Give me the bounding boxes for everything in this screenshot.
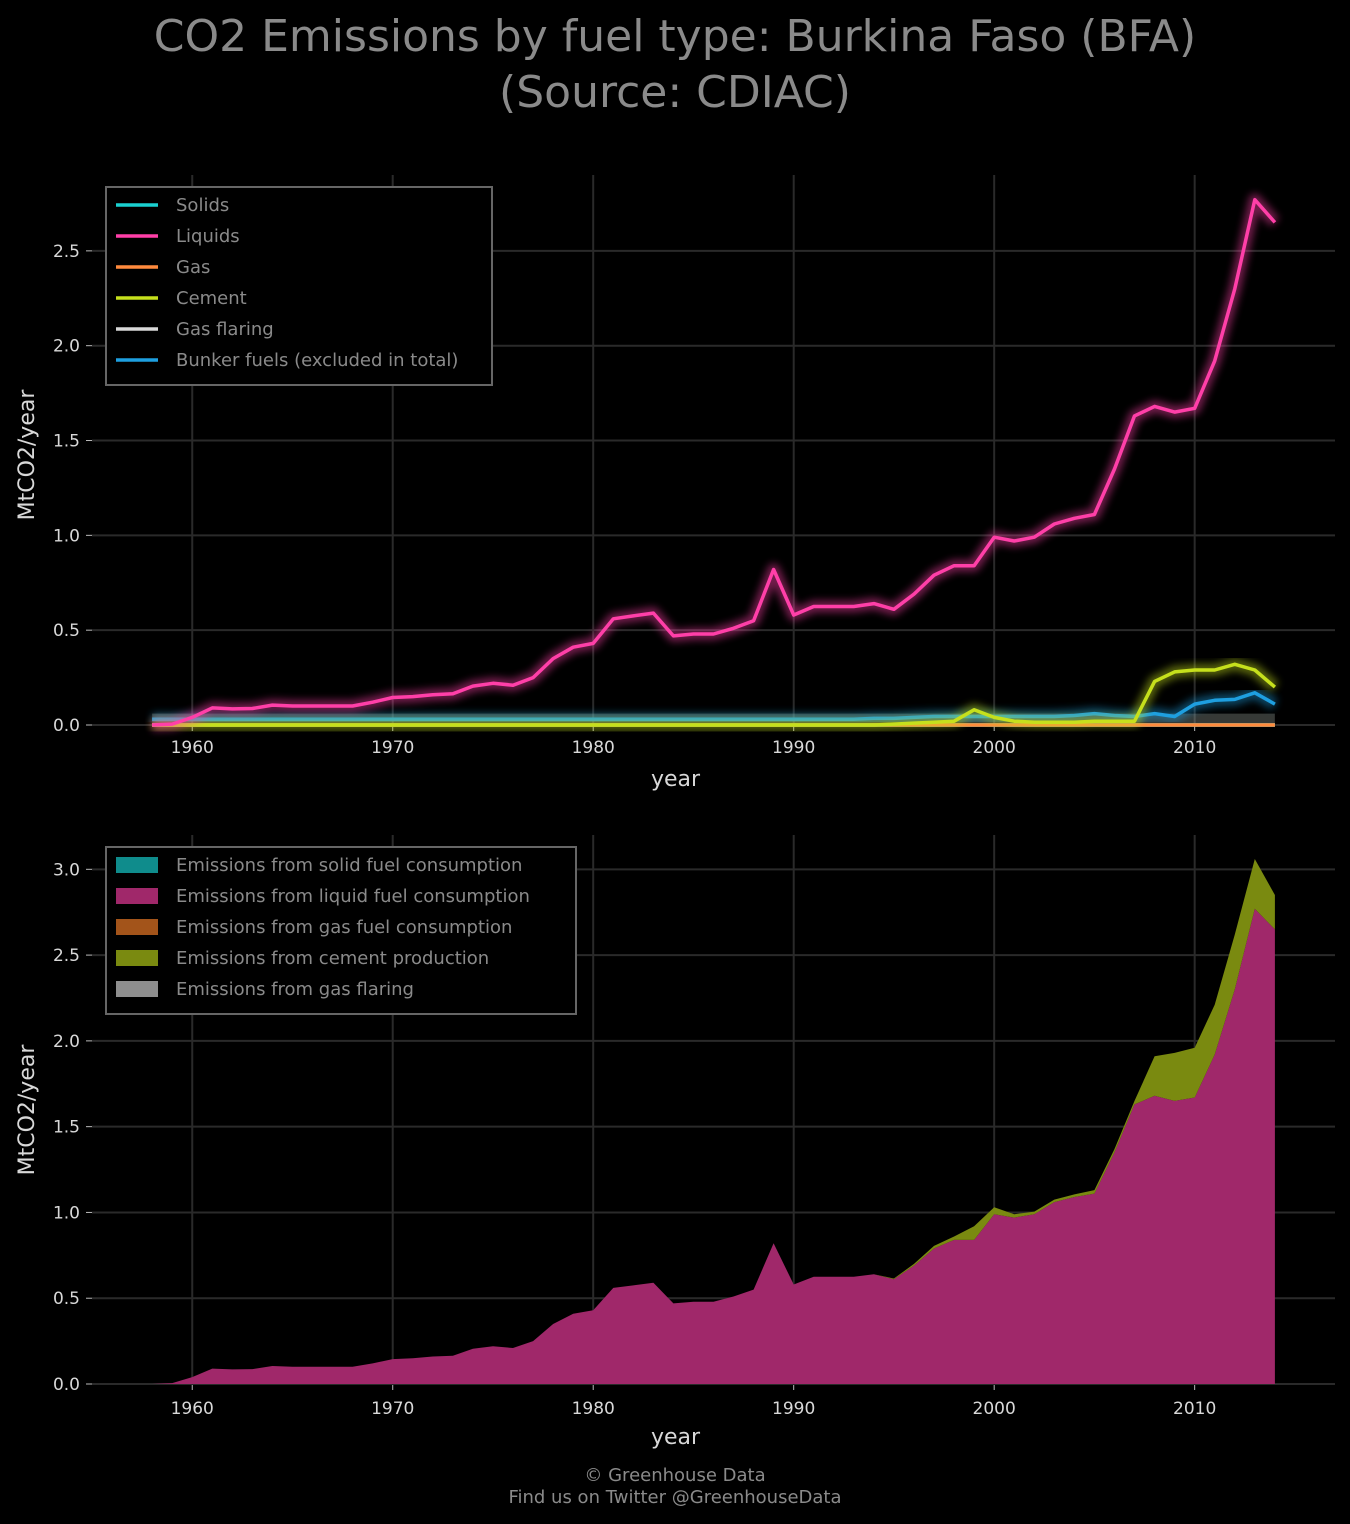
x-tick-label: 1970 [371,738,414,758]
y-tick-label: 1.5 [53,432,80,452]
legend-swatch [116,888,158,904]
footer-twitter: Find us on Twitter @GreenhouseData [508,1487,842,1508]
chart-title: CO2 Emissions by fuel type: Burkina Faso… [153,11,1197,62]
x-tick-label: 1970 [371,1399,414,1419]
x-tick-label: 1990 [772,738,815,758]
x-axis-label: year [651,767,701,792]
y-axis-label: MtCO2/year [15,1044,40,1176]
footer-credit: © Greenhouse Data [584,1465,766,1486]
chart-panel-1: 1960 1970 1980 1990 2000 2010 0.0 0.5 1.0 1.5 2.0 2… [15,175,1335,792]
y-axis-label: MtCO2/year [15,389,40,521]
x-tick-label: 1980 [572,738,615,758]
legend-entry: Emissions from gas flaring [176,979,414,1000]
x-tick-label: 2010 [1173,1399,1216,1419]
legend-entry: Emissions from liquid fuel consumption [176,886,530,907]
legend-swatch [116,950,158,966]
y-tick-label: 3.0 [53,860,80,880]
legend-entry: Bunker fuels (excluded in total) [176,350,458,371]
x-tick-label: 1960 [171,738,214,758]
y-tick-label: 2.0 [53,1032,80,1052]
legend-swatch [116,919,158,935]
series-line [152,662,1277,727]
y-tick-label: 2.0 [53,337,80,357]
area-emissions-from-liquid-fuel-consumption [152,908,1275,1384]
legend-box [105,846,577,1015]
legend-entry: Gas flaring [176,319,274,340]
legend-swatch [116,857,158,873]
x-axis-label: year [651,1425,701,1450]
x-tick-label: 2010 [1173,738,1216,758]
series-liquids [151,193,1280,731]
legend-entry: Liquids [176,226,240,247]
legend-entry: Cement [176,288,247,309]
y-tick-label: 0.5 [53,621,80,641]
legend-swatch [116,981,158,997]
x-tick-label: 1960 [171,1399,214,1419]
legend-entry: Emissions from gas fuel consumption [176,917,512,938]
legend-entry: Emissions from cement production [176,948,489,969]
y-tick-label: 2.5 [53,242,80,262]
x-tick-label: 1980 [572,1399,615,1419]
series-cement [152,658,1279,731]
y-tick-label: 1.0 [53,1203,80,1223]
legend-entry: Gas [176,257,210,278]
legend-entry: Emissions from solid fuel consumption [176,855,522,876]
series-line [152,197,1277,727]
x-tick-label: 2000 [973,1399,1016,1419]
chart-panel-2: 1960 1970 1980 1990 2000 2010 0.0 0.5 1.0 1.5 2.0 2… [15,835,1335,1450]
legend-entry: Solids [176,195,229,216]
x-tick-label: 1990 [772,1399,815,1419]
legend: Emissions from solid fuel consumption Emi… [105,846,577,1015]
legend: Solids Liquids Gas Cement Gas flaring Bunker … [105,186,493,386]
y-tick-label: 0.5 [53,1289,80,1309]
y-tick-label: 0.0 [53,1375,80,1395]
legend-box [105,186,493,386]
y-tick-label: 1.0 [53,526,80,546]
y-tick-label: 0.0 [53,716,80,736]
y-tick-label: 2.5 [53,946,80,966]
y-tick-label: 1.5 [53,1118,80,1138]
x-tick-label: 2000 [973,738,1016,758]
chart-subtitle: (Source: CDIAC) [499,67,851,118]
